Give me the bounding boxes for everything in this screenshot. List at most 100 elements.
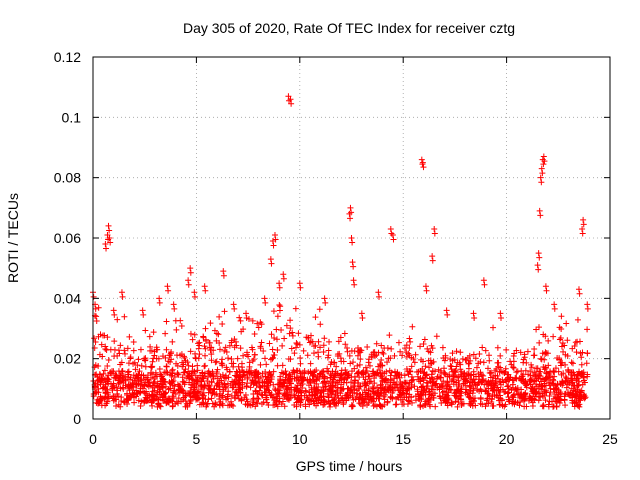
data-point [169,366,176,373]
data-point [354,362,361,369]
data-point [204,378,211,385]
data-point [467,402,474,409]
data-point [250,356,257,363]
data-point [331,359,338,366]
data-point [324,368,331,375]
data-point [536,368,543,375]
data-point [370,395,377,402]
data-point [561,397,568,404]
data-point-outlier [119,293,126,300]
data-point-outlier [187,265,194,272]
data-point-outlier [170,301,177,308]
data-point [90,393,97,400]
data-point-outlier [164,283,171,290]
data-point [160,376,167,383]
data-point [422,391,429,398]
data-point [527,368,534,375]
data-point [447,356,454,363]
data-point [387,355,394,362]
data-point [206,339,213,346]
data-point [221,308,228,315]
data-point [466,360,473,367]
data-point [469,390,476,397]
data-point [114,316,121,323]
data-point [415,368,422,375]
data-point [518,377,525,384]
data-point [337,334,344,341]
data-point [358,396,365,403]
data-point [494,344,501,351]
data-point [496,397,503,404]
data-point [300,347,307,354]
data-point [138,377,145,384]
data-point [351,386,358,393]
data-point [126,333,133,340]
data-point [93,371,100,378]
data-point [133,372,140,379]
data-point [508,386,515,393]
data-point [542,364,549,371]
data-point [107,346,114,353]
data-point [565,377,572,384]
data-point [493,379,500,386]
data-point [190,384,197,391]
data-point [136,368,143,375]
data-point [543,370,550,377]
data-point [286,330,293,337]
data-point [278,401,285,408]
data-point-outlier [423,287,430,294]
data-point-outlier [537,174,544,181]
data-point [527,381,534,388]
data-point [215,331,222,338]
data-point [178,322,185,329]
data-point [408,363,415,370]
x-tick-label: 25 [602,431,618,447]
data-point [445,395,452,402]
data-point-outlier [539,170,546,177]
data-point [327,387,334,394]
data-point-outlier [297,284,304,291]
data-point [477,400,484,407]
data-point [551,369,558,376]
data-point-outlier [422,283,429,290]
data-point [123,397,130,404]
data-point [449,350,456,357]
data-point [135,356,142,363]
data-point [266,340,273,347]
data-point [338,358,345,365]
data-point [543,350,550,357]
data-point [424,397,431,404]
data-point-outlier [272,236,279,243]
data-point [216,395,223,402]
data-point [384,344,391,351]
data-point [381,396,388,403]
y-tick-label: 0.02 [54,351,81,367]
data-point [285,376,292,383]
data-point [351,365,358,372]
data-point [563,384,570,391]
data-point [563,320,570,327]
data-point-outlier [287,96,294,103]
data-point [102,346,109,353]
data-point [358,347,365,354]
data-point [337,372,344,379]
data-point [245,368,252,375]
data-point-outlier [551,301,558,308]
data-point [575,396,582,403]
data-point [287,325,294,332]
data-point [398,383,405,390]
data-point [307,370,314,377]
data-point [495,359,502,366]
data-point [505,371,512,378]
data-point [321,375,328,382]
data-point [509,364,516,371]
data-point [339,397,346,404]
data-point [431,390,438,397]
data-point [134,390,141,397]
data-point [251,331,258,338]
data-point [526,393,533,400]
data-point [518,393,525,400]
data-point [489,393,496,400]
data-point-outlier [202,287,209,294]
data-point [285,395,292,402]
